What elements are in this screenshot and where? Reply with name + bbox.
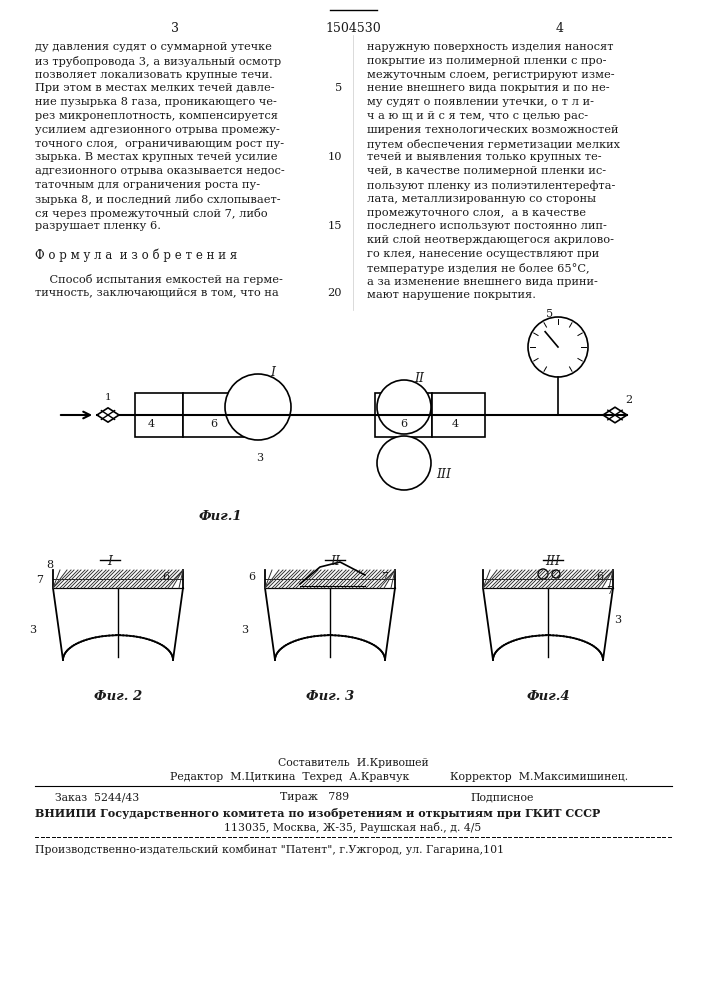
Text: 2: 2: [626, 395, 633, 405]
Circle shape: [377, 380, 431, 434]
Text: 4: 4: [452, 419, 459, 429]
Text: Тираж   789: Тираж 789: [280, 792, 349, 802]
Text: 6: 6: [597, 572, 604, 582]
Text: 3: 3: [30, 625, 37, 635]
Text: чей, в качестве полимерной пленки ис-: чей, в качестве полимерной пленки ис-: [367, 166, 606, 176]
Text: Фиг.1: Фиг.1: [198, 510, 242, 523]
Text: 7: 7: [607, 586, 614, 596]
Text: точного слоя,  ограничивающим рост пу-: точного слоя, ограничивающим рост пу-: [35, 139, 284, 149]
Text: 5: 5: [547, 309, 554, 319]
Text: 8: 8: [47, 560, 54, 570]
Text: 1: 1: [105, 393, 111, 402]
Text: таточным для ограничения роста пу-: таточным для ограничения роста пу-: [35, 180, 260, 190]
Text: Заказ  5244/43: Заказ 5244/43: [55, 792, 139, 802]
Text: ся через промежуточный слой 7, либо: ся через промежуточный слой 7, либо: [35, 208, 268, 219]
Text: разрушает пленку 6.: разрушает пленку 6.: [35, 221, 161, 231]
Text: Подписное: Подписное: [470, 792, 533, 802]
Text: III: III: [436, 468, 451, 481]
Text: позволяет локализовать крупные течи.: позволяет локализовать крупные течи.: [35, 70, 273, 80]
Text: Редактор  М.Циткина  Техред  А.Кравчук: Редактор М.Циткина Техред А.Кравчук: [170, 772, 409, 782]
Text: 3: 3: [614, 615, 621, 625]
Text: III: III: [546, 555, 561, 568]
Text: 6: 6: [248, 572, 255, 582]
Text: ВНИИПИ Государственного комитета по изобретениям и открытиям при ГКИТ СССР: ВНИИПИ Государственного комитета по изоб…: [35, 808, 600, 819]
Text: ширения технологических возможностей: ширения технологических возможностей: [367, 125, 619, 135]
Text: Способ испытания емкостей на герме-: Способ испытания емкостей на герме-: [35, 274, 283, 285]
Text: 6: 6: [400, 419, 407, 429]
Text: При этом в местах мелких течей давле-: При этом в местах мелких течей давле-: [35, 83, 274, 93]
Text: 5: 5: [334, 83, 342, 93]
Circle shape: [377, 436, 431, 490]
Text: 3: 3: [241, 625, 249, 635]
Text: 113035, Москва, Ж-35, Раушская наб., д. 4/5: 113035, Москва, Ж-35, Раушская наб., д. …: [224, 822, 481, 833]
Text: межуточным слоем, регистрируют изме-: межуточным слоем, регистрируют изме-: [367, 70, 614, 80]
Text: Составитель  И.Кривошей: Составитель И.Кривошей: [278, 758, 428, 768]
Text: I: I: [271, 366, 276, 379]
Text: 4: 4: [556, 22, 564, 35]
Text: из трубопровода 3, а визуальный осмотр: из трубопровода 3, а визуальный осмотр: [35, 56, 281, 67]
Text: последнего используют постоянно лип-: последнего используют постоянно лип-: [367, 221, 607, 231]
Text: тичность, заключающийся в том, что на: тичность, заключающийся в том, что на: [35, 288, 279, 298]
Text: Фиг. 2: Фиг. 2: [94, 690, 142, 703]
Text: 3: 3: [171, 22, 179, 35]
Text: зырька 8, и последний либо схлопывает-: зырька 8, и последний либо схлопывает-: [35, 194, 281, 205]
Text: му судят о появлении утечки, о т л и-: му судят о появлении утечки, о т л и-: [367, 97, 594, 107]
Text: 20: 20: [327, 288, 342, 298]
Text: Фиг. 3: Фиг. 3: [306, 690, 354, 703]
Text: 7: 7: [37, 575, 44, 585]
Text: лата, металлизированную со стороны: лата, металлизированную со стороны: [367, 194, 596, 204]
Text: адгезионного отрыва оказывается недос-: адгезионного отрыва оказывается недос-: [35, 166, 285, 176]
Text: пользуют пленку из полиэтилентерефта-: пользуют пленку из полиэтилентерефта-: [367, 180, 615, 191]
Text: ду давления судят о суммарной утечке: ду давления судят о суммарной утечке: [35, 42, 272, 52]
Bar: [432, 393, 485, 437]
Bar: [375, 393, 432, 437]
Text: Корректор  М.Максимишинец.: Корректор М.Максимишинец.: [450, 772, 628, 782]
Text: путем обеспечения герметизации мелких: путем обеспечения герметизации мелких: [367, 139, 620, 150]
Bar: [183, 393, 244, 437]
Text: 1504530: 1504530: [325, 22, 381, 35]
Text: 10: 10: [327, 152, 342, 162]
Text: ч а ю щ и й с я тем, что с целью рас-: ч а ю щ и й с я тем, что с целью рас-: [367, 111, 588, 121]
Text: I: I: [107, 555, 112, 568]
Text: усилием адгезионного отрыва промежу-: усилием адгезионного отрыва промежу-: [35, 125, 280, 135]
Text: го клея, нанесение осуществляют при: го клея, нанесение осуществляют при: [367, 249, 600, 259]
Text: Фиг.4: Фиг.4: [526, 690, 570, 703]
Text: 3: 3: [257, 453, 264, 463]
Text: наружную поверхность изделия наносят: наружную поверхность изделия наносят: [367, 42, 614, 52]
Text: 15: 15: [327, 221, 342, 231]
Bar: [135, 393, 183, 437]
Text: покрытие из полимерной пленки с про-: покрытие из полимерной пленки с про-: [367, 56, 607, 66]
Text: 4: 4: [148, 419, 155, 429]
Text: ние пузырька 8 газа, проникающего че-: ние пузырька 8 газа, проникающего че-: [35, 97, 277, 107]
Text: нение внешнего вида покрытия и по не-: нение внешнего вида покрытия и по не-: [367, 83, 609, 93]
Text: течей и выявления только крупных те-: течей и выявления только крупных те-: [367, 152, 602, 162]
Text: температуре изделия не более 65°С,: температуре изделия не более 65°С,: [367, 263, 590, 274]
Text: промежуточного слоя,  а в качестве: промежуточного слоя, а в качестве: [367, 208, 586, 218]
Text: 6: 6: [210, 419, 217, 429]
Text: II: II: [330, 555, 340, 568]
Text: Производственно-издательский комбинат "Патент", г.Ужгород, ул. Гагарина,101: Производственно-издательский комбинат "П…: [35, 844, 504, 855]
Text: 7: 7: [382, 572, 389, 582]
Text: рез микронеплотность, компенсируется: рез микронеплотность, компенсируется: [35, 111, 278, 121]
Circle shape: [528, 317, 588, 377]
Text: Ф о р м у л а  и з о б р е т е н и я: Ф о р м у л а и з о б р е т е н и я: [35, 249, 238, 262]
Text: мают нарушение покрытия.: мают нарушение покрытия.: [367, 290, 536, 300]
Text: II: II: [414, 372, 424, 385]
Circle shape: [225, 374, 291, 440]
Text: зырька. В местах крупных течей усилие: зырька. В местах крупных течей усилие: [35, 152, 278, 162]
Text: кий слой неотверждающегося акрилово-: кий слой неотверждающегося акрилово-: [367, 235, 614, 245]
Text: а за изменение внешнего вида прини-: а за изменение внешнего вида прини-: [367, 277, 598, 287]
Text: 6: 6: [163, 572, 170, 582]
